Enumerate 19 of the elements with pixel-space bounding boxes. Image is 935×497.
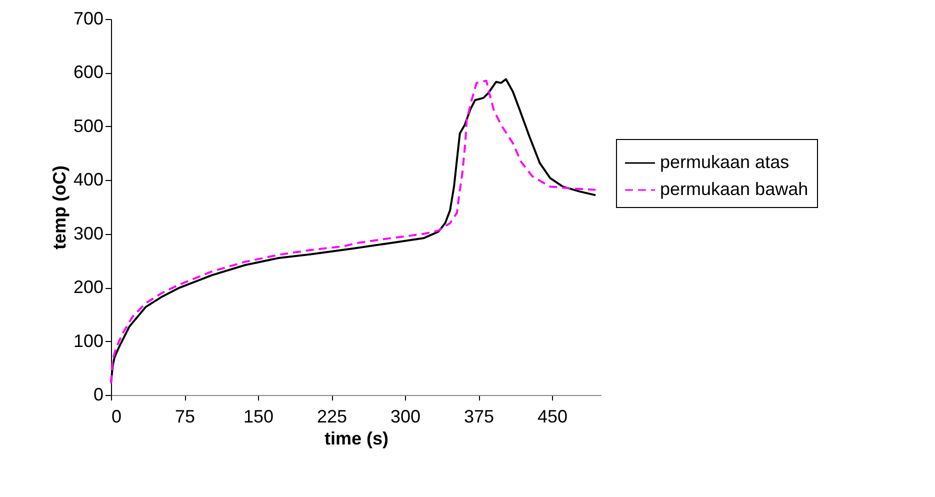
y-tick-label: 100 <box>73 330 104 351</box>
y-tick-label: 500 <box>73 116 104 136</box>
x-tick-label: 225 <box>316 406 348 426</box>
x-tick-label: 375 <box>464 406 494 426</box>
y-tick-label: 0 <box>93 384 104 404</box>
x-tick-label: 450 <box>537 406 568 426</box>
x-tick-label: 75 <box>174 406 196 426</box>
y-tick-label: 400 <box>73 170 104 190</box>
y-axis-title: temp (oC) <box>49 166 70 250</box>
legend-label: permukaan atas <box>660 152 790 172</box>
x-tick-label: 150 <box>243 406 274 426</box>
x-axis-title: time (s) <box>324 428 389 448</box>
x-tick-label: 0 <box>112 406 122 426</box>
y-tick-label: 300 <box>73 223 104 244</box>
y-tick-label: 700 <box>73 8 104 28</box>
x-tick-label: 300 <box>390 406 421 426</box>
y-tick-label: 600 <box>73 62 104 82</box>
legend-label: permukaan bawah <box>660 179 808 199</box>
y-tick-label: 200 <box>73 277 104 298</box>
